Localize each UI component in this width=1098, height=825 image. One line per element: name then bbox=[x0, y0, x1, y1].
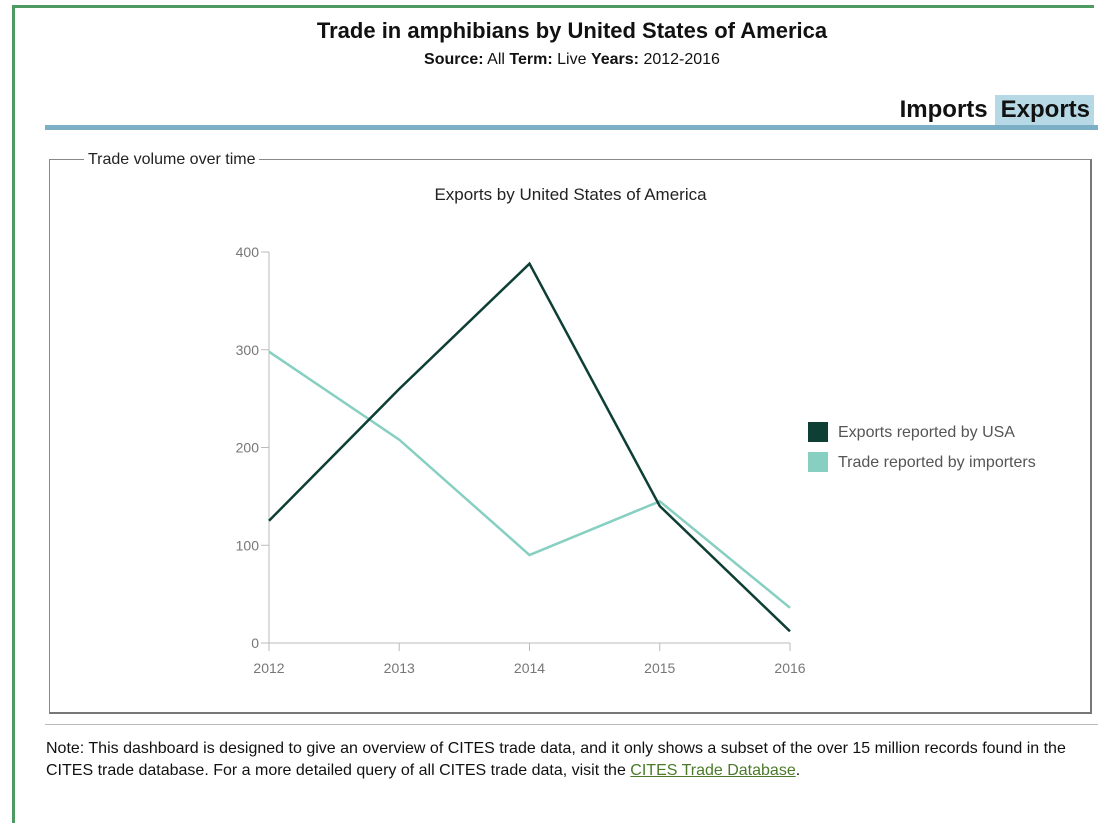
x-tick-label-2016: 2016 bbox=[774, 660, 805, 676]
cites-trade-database-link[interactable]: CITES Trade Database bbox=[630, 762, 796, 779]
x-tick-label-2013: 2013 bbox=[384, 660, 415, 676]
series-line-0 bbox=[268, 261, 791, 633]
tab-imports[interactable]: Imports bbox=[899, 96, 988, 123]
y-tick-label-300: 300 bbox=[236, 342, 260, 358]
x-tick-label-2012: 2012 bbox=[253, 660, 284, 676]
tab-underline bbox=[45, 125, 1098, 130]
years-value: 2012-2016 bbox=[643, 51, 720, 68]
page-title: Trade in amphibians by United States of … bbox=[316, 18, 828, 43]
trade-direction-tabs: Imports Exports bbox=[894, 95, 1094, 125]
term-label: Term: bbox=[509, 51, 553, 68]
chart-title: Exports by United States of America bbox=[434, 185, 707, 204]
years-label: Years: bbox=[590, 51, 639, 68]
legend-label-1: Trade reported by importers bbox=[838, 454, 1036, 471]
series-line-1 bbox=[268, 350, 791, 609]
x-tick-label-2014: 2014 bbox=[514, 660, 545, 676]
note-end: . bbox=[795, 762, 801, 779]
legend-swatch-0 bbox=[808, 422, 828, 442]
term-value: Live bbox=[557, 51, 587, 68]
y-tick-label-100: 100 bbox=[236, 537, 260, 553]
panel-legend-title: Trade volume over time bbox=[84, 151, 260, 169]
note-divider bbox=[45, 724, 1098, 725]
source-label: Source: bbox=[424, 51, 484, 68]
dashboard-note: Note: This dashboard is designed to give… bbox=[46, 738, 1076, 782]
y-tick-label-200: 200 bbox=[236, 440, 260, 456]
x-tick-label-2015: 2015 bbox=[644, 660, 675, 676]
trade-volume-panel bbox=[49, 159, 1092, 714]
source-value: All bbox=[487, 51, 505, 68]
y-tick-label-0: 0 bbox=[251, 635, 259, 651]
note-text: Note: This dashboard is designed to give… bbox=[46, 740, 1066, 779]
legend-swatch-1 bbox=[808, 452, 828, 472]
page-frame bbox=[12, 5, 1094, 823]
tab-exports[interactable]: Exports bbox=[994, 95, 1094, 125]
page-subtitle: Source: All Term: Live Years: 2012-2016 bbox=[46, 51, 1098, 69]
y-tick-label-400: 400 bbox=[236, 244, 260, 260]
legend-label-0: Exports reported by USA bbox=[838, 424, 1015, 441]
